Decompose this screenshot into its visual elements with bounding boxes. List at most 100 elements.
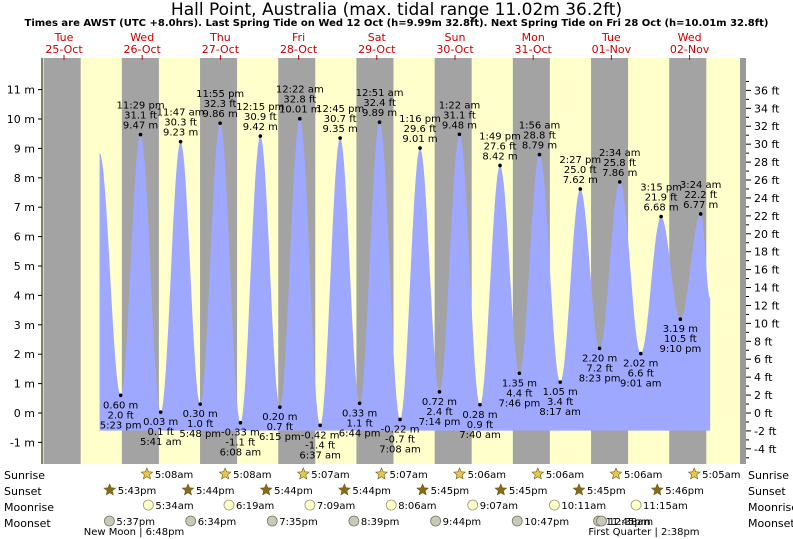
moonset-icon (596, 515, 607, 527)
right-axis-label: 24 ft (754, 192, 780, 205)
moonrise-icon (630, 499, 642, 511)
low-tide-label: 8:17 am (539, 407, 581, 418)
sunset-icon (337, 483, 351, 496)
moonrise-icon (142, 499, 154, 511)
day-name-label: Mon (522, 31, 545, 44)
low-tide-point (638, 351, 643, 356)
high-tide-label: 7.86 m (602, 168, 637, 179)
sunset-time: 5:43pm (118, 486, 157, 497)
high-tide-label: 3:15 pm (640, 183, 682, 194)
low-tide-label: 0.72 m (422, 397, 457, 408)
low-tide-label: 2.20 m (582, 353, 617, 364)
high-tide-label: 2:34 am (599, 148, 641, 159)
high-tide-point (258, 134, 263, 138)
high-tide-label: 8.42 m (482, 151, 517, 162)
moonset-icon (266, 515, 278, 527)
moonset-icon (348, 515, 360, 527)
high-tide-label: 31.1 ft (124, 111, 157, 122)
left-axis-label: 5 m (14, 260, 35, 273)
low-tide-label: 6:37 am (299, 450, 341, 461)
left-axis-label: 1 m (14, 378, 35, 391)
sunset-row-label-left: Sunset (4, 485, 42, 498)
low-tide-label: 1.05 m (543, 387, 578, 398)
low-tide-label: 3.4 ft (547, 397, 573, 408)
day-name-label: Sat (368, 31, 387, 44)
day-date-label: 02-Nov (670, 43, 710, 56)
sunset-icon (259, 483, 273, 496)
moonrise-icon (304, 499, 316, 511)
low-tide-label: 5:23 pm (100, 420, 142, 431)
low-tide-label: 2.4 ft (426, 407, 452, 418)
sunrise-row-label-left: Sunrise (4, 469, 46, 482)
high-tide-point (698, 212, 703, 216)
low-tide-point (238, 420, 243, 425)
moonrise-time: 8:06am (398, 501, 436, 512)
high-tide-point (659, 214, 663, 219)
sunrise-row-label-right: Sunrise (748, 469, 790, 482)
right-axis-label: 10 ft (754, 317, 780, 330)
moonset-icon (511, 515, 523, 527)
low-tide-point (517, 371, 522, 376)
right-axis-label: 12 ft (754, 299, 780, 312)
high-tide-label: 6.77 m (683, 200, 718, 211)
right-axis-label: 18 ft (754, 246, 780, 259)
sunset-time: 5:46pm (665, 486, 704, 497)
high-tide-label: 9.01 m (402, 134, 437, 145)
sunrise-icon (609, 467, 623, 480)
high-tide-label: 12:15 pm (236, 102, 284, 113)
high-tide-label: 9.48 m (442, 120, 477, 131)
sunrise-time: 5:07am (389, 470, 427, 481)
day-name-label: Fri (292, 31, 305, 44)
moonset-time: 8:39pm (361, 517, 400, 528)
sunset-icon (103, 483, 117, 496)
low-tide-label: -0.42 m (301, 430, 340, 441)
day-name-label: Sun (445, 31, 466, 44)
high-tide-label: 6.68 m (643, 203, 678, 214)
right-axis-label: 2 ft (754, 389, 773, 402)
low-tide-label: -0.33 m (221, 428, 260, 439)
sunset-time: 5:44pm (352, 486, 391, 497)
sunset-icon (494, 483, 508, 496)
sunset-time: 5:44pm (274, 486, 313, 497)
low-tide-label: 2.0 ft (107, 410, 133, 421)
right-axis-label: -2 ft (754, 425, 777, 438)
low-tide-label: 1.0 ft (187, 419, 213, 430)
moonrise-time: 10:11am (561, 501, 606, 512)
high-tide-label: 9.86 m (203, 109, 238, 120)
high-tide-point (218, 121, 222, 125)
low-tide-label: 6.6 ft (628, 369, 654, 380)
low-tide-label: 6:15 pm (259, 432, 301, 443)
left-axis-label: 0 m (14, 407, 35, 420)
right-axis-strip (740, 58, 746, 464)
day-name-label: Tue (54, 31, 74, 44)
moonrise-icon (385, 499, 397, 511)
day-name-label: Thu (209, 31, 231, 44)
low-tide-label: 5:41 am (140, 437, 182, 448)
low-tide-label: 0.20 m (262, 412, 297, 423)
sunrise-icon (296, 467, 310, 480)
sunrise-time: 5:08am (233, 470, 271, 481)
high-tide-point (178, 139, 183, 144)
high-tide-point (457, 132, 462, 137)
moonset-icon (104, 515, 115, 527)
moonset-time: 11:45pm (606, 517, 651, 528)
sunrise-time: 5:06am (546, 470, 584, 481)
low-tide-label: 0.60 m (103, 400, 138, 411)
low-tide-label: 1.35 m (502, 378, 537, 389)
day-name-label: Tue (601, 31, 621, 44)
right-axis-label: -4 ft (754, 443, 777, 456)
right-axis-label: 26 ft (754, 174, 780, 187)
high-tide-label: 11:55 pm (196, 89, 244, 100)
sunset-icon (572, 483, 586, 496)
moon-phase-label: First Quarter | 2:38pm (588, 527, 699, 538)
left-axis-label: 10 m (7, 113, 35, 126)
moonset-time: 9:44pm (443, 517, 482, 528)
high-tide-label: 9.23 m (163, 128, 198, 139)
high-tide-label: 30.9 ft (244, 112, 277, 123)
high-tide-label: 32.3 ft (204, 99, 237, 110)
low-tide-point (278, 405, 282, 409)
high-tide-label: 27.6 ft (484, 141, 517, 152)
sunrise-icon (453, 467, 467, 480)
chart-subtitle: Times are AWST (UTC +8.0hrs). Last Sprin… (24, 18, 769, 29)
night-band (43, 58, 81, 464)
